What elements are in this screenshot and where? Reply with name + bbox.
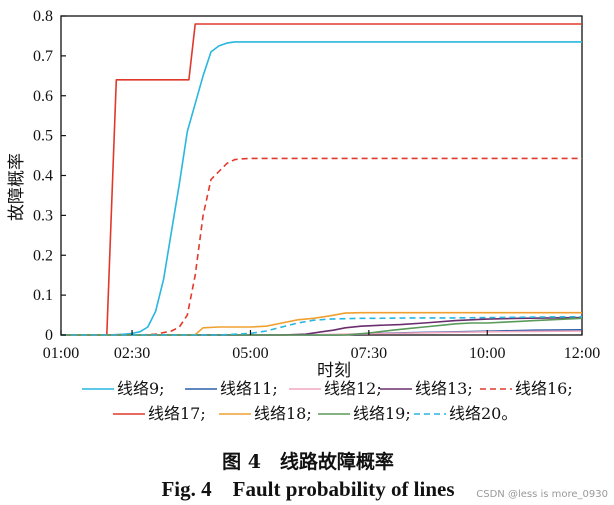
series-line-3 [61,316,583,336]
legend-label-8: 线络20。 [449,404,517,423]
plot-area [60,15,583,336]
x-tick-label: 01:00 [43,345,79,362]
x-tick-label: 07:30 [351,345,387,362]
legend-label-2: 线络12; [324,379,382,398]
y-tick-label: 0.8 [33,8,53,25]
series-line-5 [61,23,582,336]
y-tick-label: 0.3 [33,207,53,224]
x-axis-label: 时刻 [317,361,351,381]
legend-label-1: 线络11; [220,379,278,398]
x-tick-label: 10:00 [469,345,505,362]
y-tick-label: 0 [45,327,53,344]
legend-label-3: 线络13; [415,379,473,398]
y-tick-label: 0.1 [33,287,53,304]
series-line-0 [61,41,582,336]
y-tick-label: 0.7 [33,48,53,65]
legend: 线络9; 线络11; 线络12; 线络13; 线络16; 线络17; 线络18; 线络19; 线… [82,379,573,423]
legend-label-0: 线络9; [117,379,165,398]
figure-caption-cn: 图 4 线路故障概率 [222,450,394,473]
ticks-layer: 0 0.1 0.2 0.3 0.4 0.5 0.6 0.7 0.8 01:00 02:30 05:00… [33,8,600,362]
y-axis-label: 故障概率 [7,153,27,221]
x-tick-label: 12:00 [564,345,600,362]
legend-label-6: 线络18; [254,404,312,423]
y-tick-label: 0.6 [33,88,53,105]
series-line-6 [61,311,582,336]
legend-label-5: 线络17; [148,404,206,423]
series-line-7 [61,317,583,336]
y-tick-label: 0.4 [33,168,53,185]
series-layer [61,23,583,336]
x-tick-label: 02:30 [114,345,150,362]
x-tick-label: 05:00 [232,345,268,362]
legend-label-7: 线络19; [353,404,411,423]
series-line-4 [61,157,582,336]
legend-label-4: 线络16; [515,379,573,398]
figure-caption-en: Fig. 4 Fault probability of lines [161,477,454,501]
series-line-8 [61,315,583,336]
y-tick-label: 0.5 [33,128,53,145]
watermark: CSDN @less is more_0930 [476,489,608,500]
plot-frame [60,15,583,336]
y-tick-label: 0.2 [33,247,53,264]
